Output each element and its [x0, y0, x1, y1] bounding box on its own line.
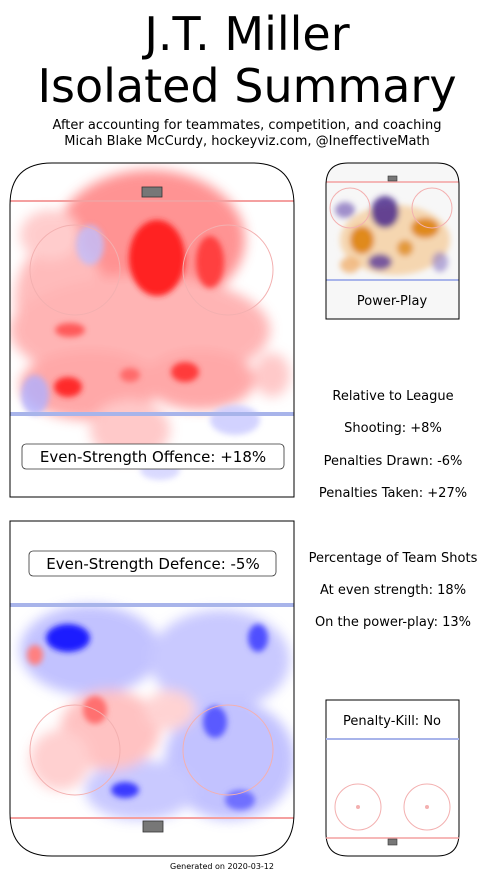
powerplay-label: Power-Play: [357, 294, 428, 309]
even-strength-share: At even strength: 18%: [319, 583, 467, 598]
offence-heatmap: [10, 163, 294, 497]
subtitle-line-1: After accounting for teammates, competit…: [52, 118, 442, 133]
defence-label-box: [28, 550, 277, 577]
offence-goal-icon: [141, 186, 163, 198]
defence-heatmap: [10, 521, 294, 856]
defence-goal-icon: [142, 820, 164, 833]
penalties-drawn-stat: Penalties Drawn: -6%: [323, 454, 463, 469]
penalties-taken-stat: Penalties Taken: +27%: [318, 486, 468, 501]
penaltykill-label: Penalty-Kill: No: [343, 714, 441, 729]
penaltykill-rink: [325, 699, 460, 857]
powerplay-heatmap: [326, 163, 459, 319]
subtitle-line-2: Micah Blake McCurdy, hockeyviz.com, @Ine…: [64, 134, 430, 149]
generated-date: Generated on 2020-03-12: [170, 862, 274, 871]
offence-label: Even-Strength Offence: +18%: [40, 448, 266, 466]
powerplay-share: On the power-play: 13%: [314, 615, 472, 630]
powerplay-goal-icon: [387, 175, 398, 182]
title-line-1: J.T. Miller: [144, 7, 350, 61]
title-line-2: Isolated Summary: [37, 59, 457, 113]
penaltykill-goal-icon: [387, 838, 398, 846]
offence-label-box: [21, 443, 285, 470]
relative-heading: Relative to League: [332, 389, 454, 404]
share-heading: Percentage of Team Shots: [308, 551, 478, 566]
shooting-stat: Shooting: +8%: [344, 421, 442, 436]
defence-label: Even-Strength Defence: -5%: [46, 555, 259, 573]
